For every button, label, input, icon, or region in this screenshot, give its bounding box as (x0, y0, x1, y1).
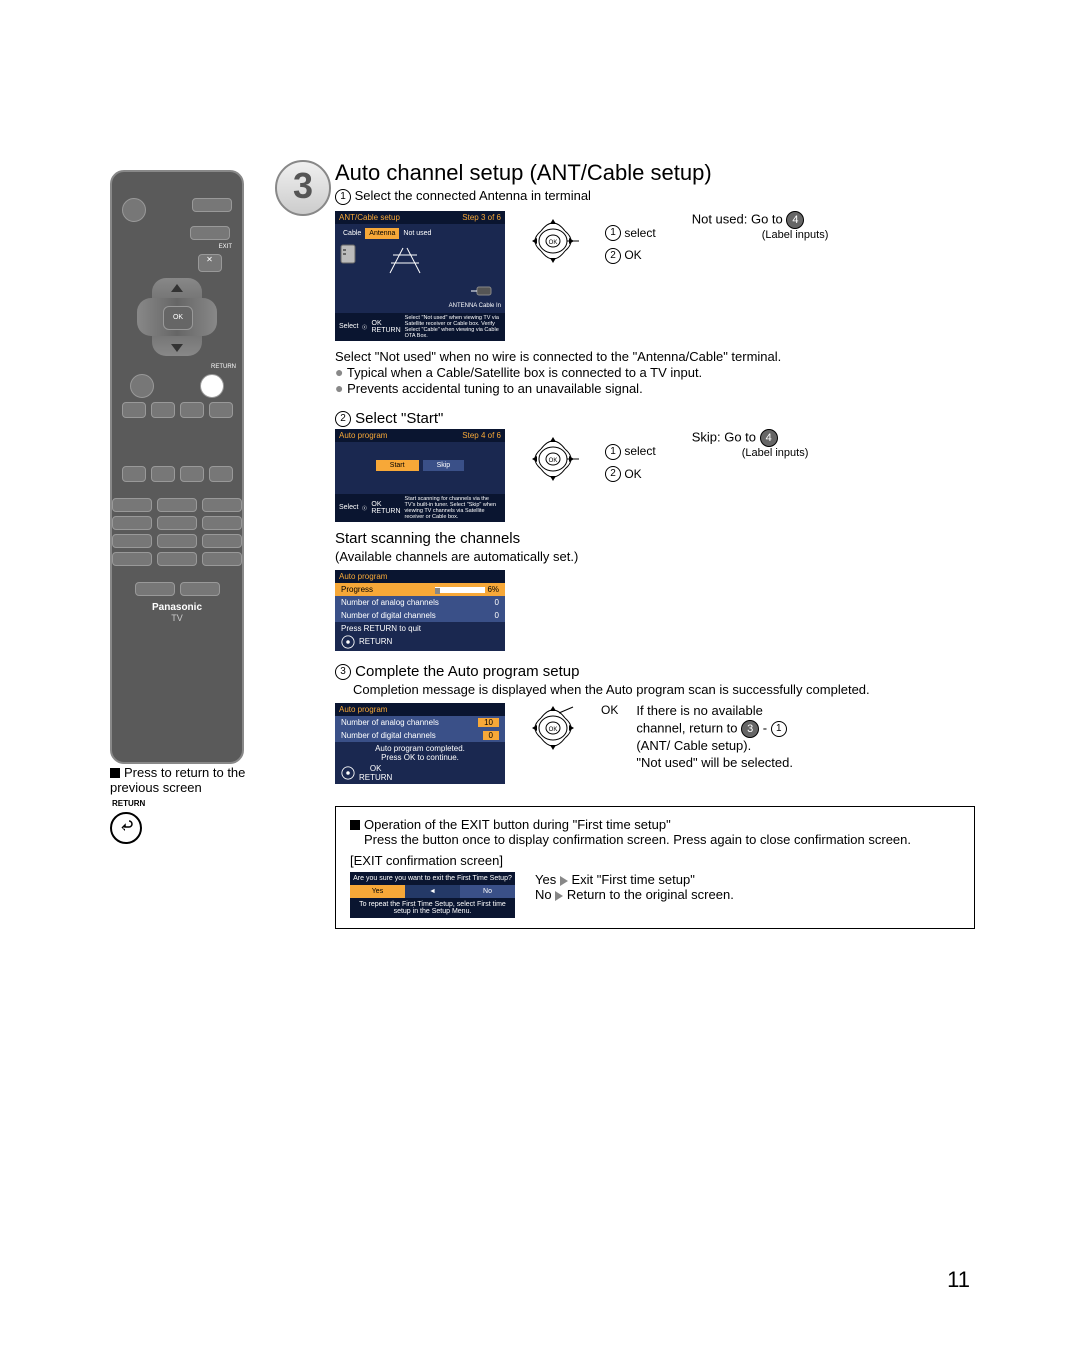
brand-label: Panasonic (112, 602, 242, 613)
tv-label: TV (112, 613, 242, 623)
s3-heading: Complete the Auto program setup (355, 663, 579, 680)
return-icon (110, 812, 142, 844)
svg-text:OK: OK (549, 240, 558, 246)
step-number: 3 (275, 160, 331, 216)
press-return-note: Press to return to the previous screen R… (110, 765, 280, 844)
s2-heading: Select "Start" (355, 410, 443, 427)
svg-text:OK: OK (549, 727, 558, 733)
exit-info-box: Operation of the EXIT button during "Fir… (335, 806, 975, 929)
page-number: 11 (947, 1267, 970, 1293)
page-title: Auto channel setup (ANT/Cable setup) (335, 160, 975, 186)
exit-label: EXIT (112, 244, 242, 250)
skip-note: Skip: Go to 4 (Label inputs) (692, 429, 809, 459)
s3-note: Completion message is displayed when the… (353, 682, 975, 697)
antenna-setup-screen: ANT/Cable setupStep 3 of 6 CableAntennaN… (335, 211, 505, 341)
auto-program-start-screen: Auto programStep 4 of 6 Start Skip Selec… (335, 429, 505, 522)
notes-list: Select "Not used" when no wire is connec… (335, 349, 975, 396)
nav-diagram: OK (523, 211, 583, 276)
nav-labels: 1 select 2 OK (605, 211, 656, 265)
nav-diagram-2: OK (523, 429, 583, 494)
progress-screen: Auto program Progress 6% Number of analo… (335, 570, 505, 651)
s3-side-note: If there is no available channel, return… (636, 703, 793, 772)
nav-labels-2: 1 select 2 OK (605, 429, 656, 483)
return-label: RETURN (112, 364, 242, 370)
s3-ok-label: OK (601, 703, 618, 717)
completion-screen: Auto program Number of analog channels10… (335, 703, 505, 784)
svg-text:OK: OK (549, 458, 558, 464)
nav-diagram-3: OK (523, 703, 583, 758)
scan-heading: Start scanning the channels (335, 530, 975, 547)
exit-screen-label: [EXIT confirmation screen] (350, 853, 960, 868)
exit-confirm-screen: Are you sure you want to exit the First … (350, 872, 515, 918)
s1-heading: Select the connected Antenna in terminal (355, 188, 591, 203)
remote-control: EXIT ✕ OK RETURN Panasonic TV (110, 170, 244, 764)
scan-sub: (Available channels are automatically se… (335, 549, 975, 564)
not-used-note: Not used: Go to 4 (Label inputs) (692, 211, 829, 241)
ok-button: OK (163, 306, 193, 330)
